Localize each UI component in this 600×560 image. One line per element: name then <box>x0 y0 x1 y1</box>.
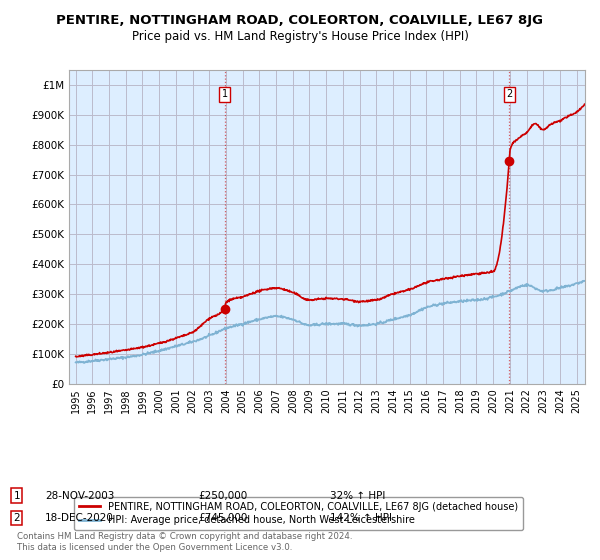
Text: 1: 1 <box>13 491 20 501</box>
Text: 32% ↑ HPI: 32% ↑ HPI <box>330 491 385 501</box>
Text: 2: 2 <box>506 90 512 100</box>
Text: 18-DEC-2020: 18-DEC-2020 <box>45 513 114 523</box>
Text: £745,000: £745,000 <box>198 513 247 523</box>
Text: This data is licensed under the Open Government Licence v3.0.: This data is licensed under the Open Gov… <box>17 543 292 552</box>
Text: 1: 1 <box>221 90 227 100</box>
Text: Contains HM Land Registry data © Crown copyright and database right 2024.: Contains HM Land Registry data © Crown c… <box>17 532 352 541</box>
Text: PENTIRE, NOTTINGHAM ROAD, COLEORTON, COALVILLE, LE67 8JG: PENTIRE, NOTTINGHAM ROAD, COLEORTON, COA… <box>56 14 544 27</box>
Legend: PENTIRE, NOTTINGHAM ROAD, COLEORTON, COALVILLE, LE67 8JG (detached house), HPI: : PENTIRE, NOTTINGHAM ROAD, COLEORTON, COA… <box>74 497 523 530</box>
Text: 2: 2 <box>13 513 20 523</box>
Text: 142% ↑ HPI: 142% ↑ HPI <box>330 513 392 523</box>
Text: £250,000: £250,000 <box>198 491 247 501</box>
Text: Price paid vs. HM Land Registry's House Price Index (HPI): Price paid vs. HM Land Registry's House … <box>131 30 469 43</box>
Text: 28-NOV-2003: 28-NOV-2003 <box>45 491 115 501</box>
